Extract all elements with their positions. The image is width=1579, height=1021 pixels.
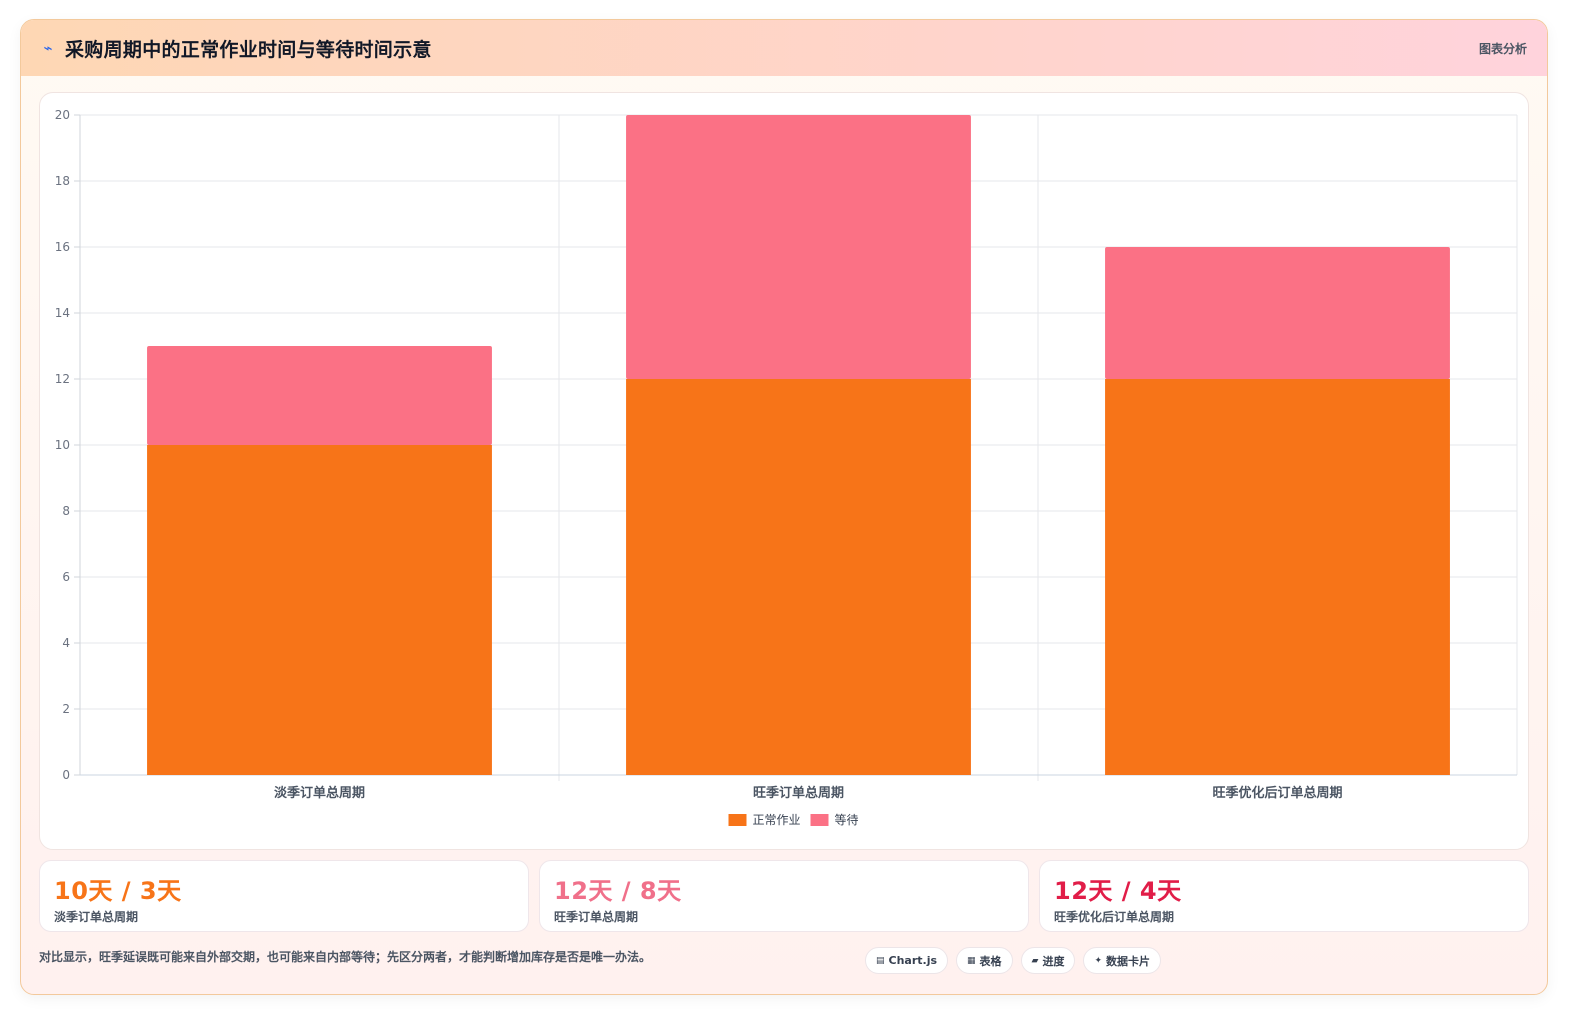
- feature-pills: ▤ Chart.js ▦ 表格 ▰ 进度 ✦ 数据卡片: [865, 947, 1162, 974]
- pill-label: 进度: [1042, 954, 1065, 968]
- bar-normal: [1105, 379, 1450, 775]
- pill-label: 表格: [979, 954, 1002, 968]
- wave-icon: ⌁: [43, 39, 53, 57]
- y-tick-label: 12: [55, 372, 70, 386]
- legend-swatch-waiting: [810, 814, 829, 826]
- y-tick-label: 2: [62, 702, 70, 716]
- footer-note: 对比显示，旺季延误既可能来自外部交期，也可能来自内部等待；先区分两者，才能判断增…: [39, 950, 652, 964]
- y-tick-label: 10: [55, 438, 70, 452]
- stat-cards: 10天 / 3天 淡季订单总周期 12天 / 8天 旺季订单总周期 12天 / …: [39, 860, 1529, 932]
- y-tick-label: 20: [55, 108, 70, 122]
- pill-progress[interactable]: ▰ 进度: [1020, 947, 1076, 974]
- chart-card: ⌁ 采购周期中的正常作业时间与等待时间示意 图表分析 0 2 4 6 8 10 12 14 16…: [20, 19, 1548, 995]
- pill-label: 数据卡片: [1106, 954, 1151, 968]
- pill-data-card[interactable]: ✦ 数据卡片: [1083, 947, 1162, 974]
- header-tag: 图表分析: [1478, 41, 1527, 56]
- sparkle-icon: ✦: [1094, 955, 1103, 966]
- y-tick-label: 6: [62, 570, 70, 584]
- stat-card-peak: 12天 / 8天 旺季订单总周期: [539, 860, 1029, 932]
- x-category-label: 淡季订单总周期: [274, 785, 365, 801]
- bar-waiting: [147, 346, 492, 445]
- y-tick-label: 16: [55, 240, 70, 254]
- stat-value: 10天 / 3天: [54, 877, 182, 905]
- stat-label: 旺季订单总周期: [554, 910, 639, 924]
- pill-table[interactable]: ▦ 表格: [956, 947, 1013, 974]
- chart-icon: ▤: [876, 955, 885, 966]
- stat-value: 12天 / 8天: [554, 877, 682, 905]
- y-tick-label: 8: [62, 504, 70, 518]
- header-title-group: ⌁ 采购周期中的正常作业时间与等待时间示意: [41, 35, 432, 62]
- x-category-label: 旺季优化后订单总周期: [1212, 785, 1342, 801]
- y-tick-label: 0: [62, 768, 70, 782]
- stat-label: 淡季订单总周期: [54, 910, 139, 924]
- bar-normal: [147, 445, 492, 775]
- stat-card-offseason: 10天 / 3天 淡季订单总周期: [39, 860, 529, 932]
- page-title: 采购周期中的正常作业时间与等待时间示意: [65, 38, 432, 61]
- x-category-label: 旺季订单总周期: [753, 785, 844, 801]
- progress-icon: ▰: [1031, 955, 1039, 966]
- table-icon: ▦: [967, 955, 976, 966]
- stat-card-peak-optimized: 12天 / 4天 旺季优化后订单总周期: [1039, 860, 1529, 932]
- legend-label: 正常作业: [753, 813, 801, 827]
- card-header: ⌁ 采购周期中的正常作业时间与等待时间示意 图表分析: [21, 20, 1547, 76]
- stat-label: 旺季优化后订单总周期: [1054, 910, 1175, 924]
- legend-label: 等待: [835, 813, 859, 827]
- chart-panel: 0 2 4 6 8 10 12 14 16 18 20 淡季订单总周期 旺季订单总周期 旺季优化后订单总周…: [39, 92, 1529, 850]
- legend-swatch-normal: [728, 814, 747, 826]
- stat-value: 12天 / 4天: [1054, 877, 1182, 905]
- y-tick-label: 4: [62, 636, 70, 650]
- bar-waiting: [1105, 247, 1450, 379]
- pill-chartjs[interactable]: ▤ Chart.js: [865, 947, 949, 974]
- pill-label: Chart.js: [888, 954, 938, 967]
- y-tick-label: 18: [55, 174, 70, 188]
- bar-normal: [626, 379, 971, 775]
- bar-waiting: [626, 115, 971, 379]
- y-tick-label: 14: [55, 306, 70, 320]
- stacked-bar-chart: 0 2 4 6 8 10 12 14 16 18 20 淡季订单总周期 旺季订单总周期 旺季优化后订单总周…: [55, 108, 1518, 827]
